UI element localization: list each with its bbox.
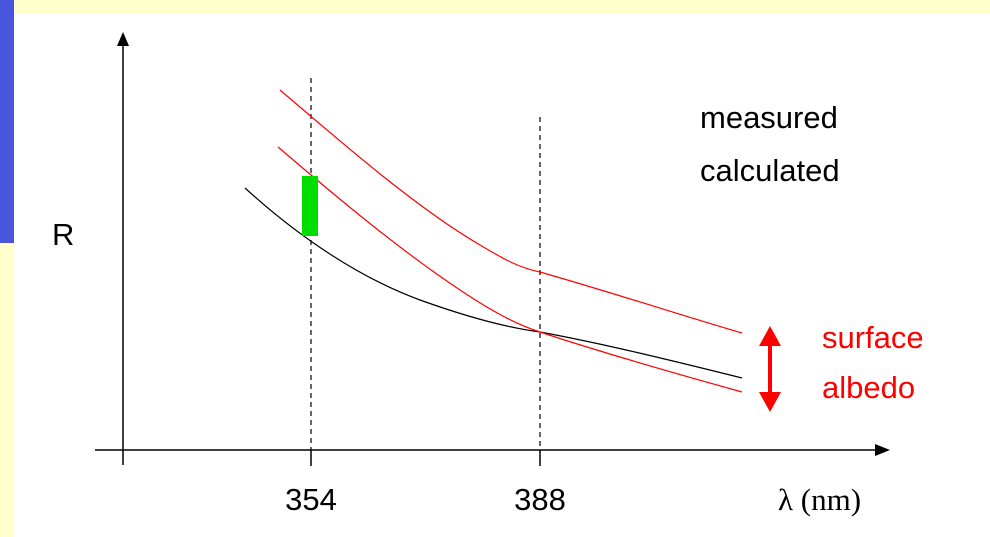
series-measured-curve bbox=[244, 187, 743, 379]
x-axis-arrowhead bbox=[875, 444, 890, 456]
y-axis-arrowhead bbox=[117, 32, 129, 46]
albedo-arrow-up-head bbox=[759, 326, 781, 346]
annotation-surface: surface bbox=[822, 320, 924, 355]
annotation-albedo: albedo bbox=[822, 370, 915, 405]
y-axis-label: R bbox=[52, 217, 74, 252]
left-blue-bar bbox=[0, 0, 14, 243]
series-calculated-low-albedo bbox=[277, 146, 743, 393]
legend-calculated: calculated bbox=[700, 153, 840, 188]
series-calculated-high-albedo bbox=[279, 89, 743, 334]
albedo-arrow-down-head bbox=[759, 392, 781, 412]
top-decor-band bbox=[0, 0, 990, 14]
tick-label-354: 354 bbox=[285, 482, 337, 517]
measurement-range-bar bbox=[302, 176, 318, 236]
tick-label-388: 388 bbox=[514, 482, 566, 517]
legend-measured: measured bbox=[700, 100, 838, 135]
x-axis-label: λ (nm) bbox=[778, 482, 861, 517]
